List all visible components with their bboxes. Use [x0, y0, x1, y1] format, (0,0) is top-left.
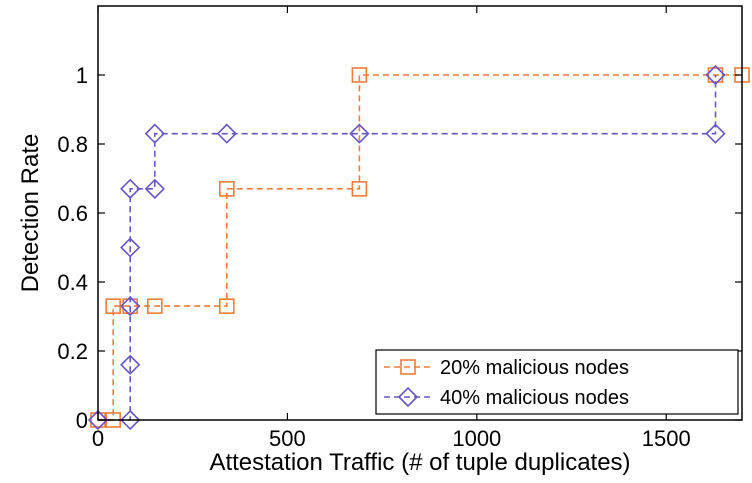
x-tick-label: 0: [92, 426, 104, 451]
y-tick-label: 0: [76, 408, 88, 433]
series-line-2: [98, 75, 717, 421]
data-point-square: [219, 298, 235, 314]
y-axis-label: Detection Rate: [17, 134, 44, 293]
y-tick-label: 0.4: [57, 270, 88, 295]
legend-box: [375, 349, 739, 415]
legend-marker-square: [400, 359, 416, 375]
x-tick-label: 500: [269, 426, 306, 451]
x-axis-label: Attestation Traffic (# of tuple duplicat…: [209, 449, 630, 476]
data-point-diamond: [144, 178, 165, 199]
data-point-diamond: [349, 123, 370, 144]
data-point-diamond: [120, 178, 141, 199]
legend-label-2: 40% malicious nodes: [440, 387, 629, 409]
data-point-square: [351, 181, 368, 197]
y-tick-label: 0.8: [57, 132, 88, 157]
data-point-diamond: [87, 409, 109, 431]
data-point-diamond: [216, 123, 237, 144]
series-layer: [87, 64, 750, 431]
y-tick-label: 1: [76, 63, 88, 88]
data-point-square: [219, 181, 235, 197]
y-tick-label: 0.6: [57, 201, 88, 226]
data-point-diamond: [705, 123, 726, 144]
legend-marker-diamond: [397, 386, 419, 408]
data-point-diamond: [120, 237, 141, 258]
data-point-diamond: [120, 409, 141, 431]
series-line-1: [98, 74, 742, 421]
legend: 20% malicious nodes 40% malicious nodes: [375, 349, 739, 415]
x-tick-label: 1000: [452, 426, 501, 451]
y-tick-label: 0.2: [57, 339, 88, 364]
data-point-diamond: [705, 64, 726, 86]
data-point-square: [351, 67, 368, 83]
data-point-diamond: [120, 354, 141, 375]
data-point-square: [147, 298, 163, 314]
axes-layer: 0 500 1000 1500 0 0.2 0.4 0.6 0.8 1: [57, 5, 743, 451]
data-point-diamond: [144, 123, 165, 144]
x-tick-label: 1500: [642, 426, 691, 451]
data-point-diamond: [120, 296, 141, 317]
legend-label-1: 20% malicious nodes: [440, 357, 629, 379]
